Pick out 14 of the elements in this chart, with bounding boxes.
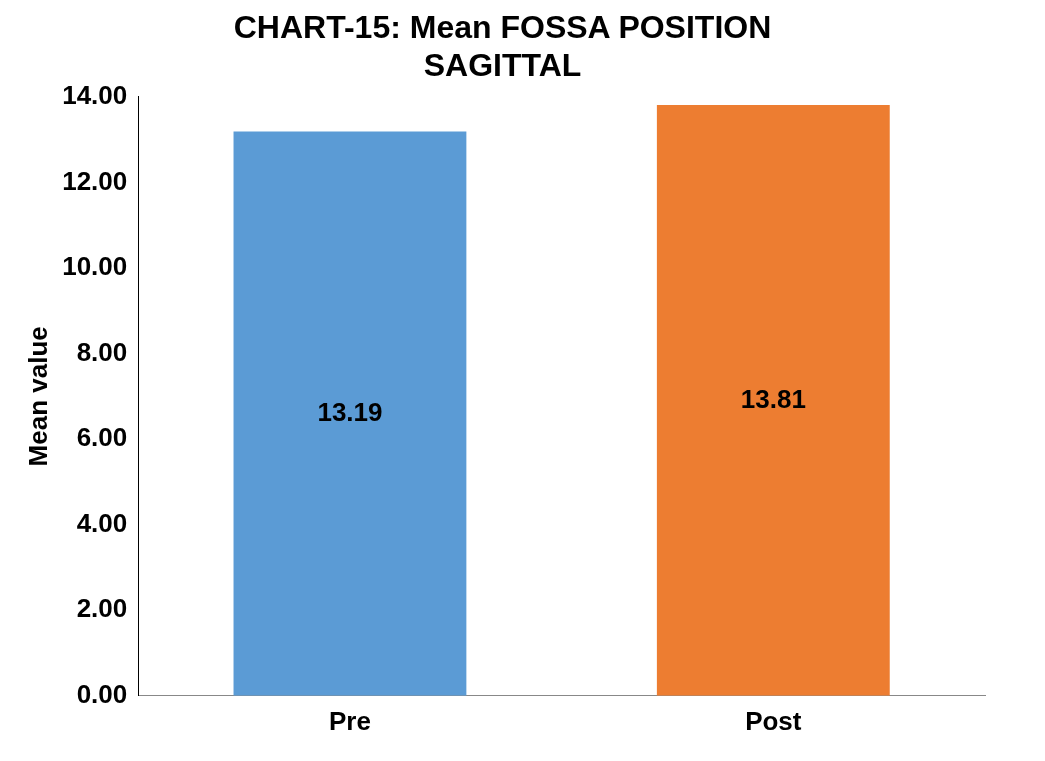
data-label: 13.19 [317,396,383,427]
y-tick-label: 10.00 [62,251,128,282]
y-tick-label: 12.00 [62,165,128,196]
data-label: 13.81 [740,383,806,414]
y-tick-label: 2.00 [76,593,128,624]
y-tick-label: 4.00 [76,507,128,538]
y-axis-title: Mean value [22,326,53,467]
y-tick-label: 6.00 [76,422,128,453]
chart-title: CHART-15: Mean FOSSA POSITION SAGITTAL [233,9,772,84]
x-tick-label: Post [745,705,802,736]
y-tick-label: 14.00 [62,79,128,110]
y-tick-label: 8.00 [76,336,128,367]
x-tick-label: Pre [328,705,371,736]
y-tick-label: 0.00 [76,678,128,709]
